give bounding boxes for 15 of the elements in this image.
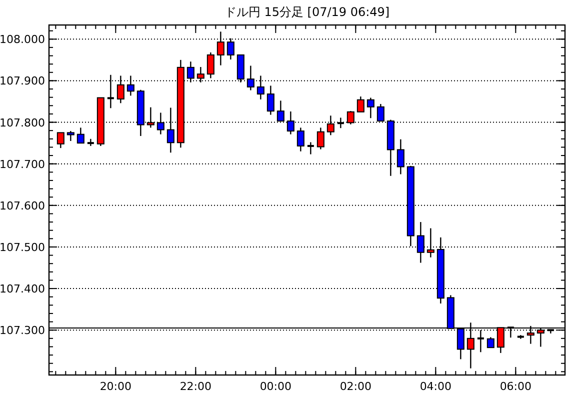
x-tick-label: 02:00 <box>340 380 372 393</box>
y-tick-label: 107.800 <box>0 116 45 130</box>
y-tick-label: 107.600 <box>0 199 45 212</box>
y-tick-label: 107.400 <box>0 282 45 296</box>
x-tick-label: 22:00 <box>180 380 212 393</box>
x-tick-label: 20:00 <box>100 380 132 393</box>
x-tick-label: 04:00 <box>420 380 452 393</box>
y-tick-label: 108.000 <box>0 33 45 46</box>
x-tick-label: 00:00 <box>260 380 292 393</box>
y-tick-label: 107.300 <box>0 324 45 338</box>
y-tick-label: 107.700 <box>0 158 45 171</box>
chart-title: ドル円 15分足 [07/19 06:49] <box>224 5 390 19</box>
x-tick-label: 06:00 <box>500 380 532 393</box>
y-tick-label: 107.500 <box>0 240 45 254</box>
y-tick-label: 107.900 <box>0 74 45 88</box>
